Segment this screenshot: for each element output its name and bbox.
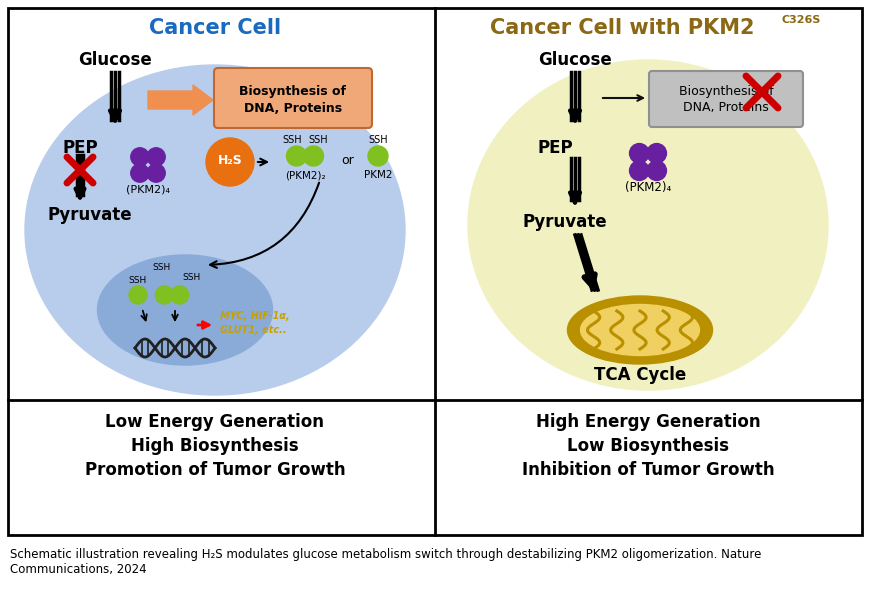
- Circle shape: [368, 146, 388, 166]
- Circle shape: [170, 286, 189, 304]
- Text: PEP: PEP: [536, 139, 572, 157]
- Circle shape: [156, 286, 173, 304]
- Circle shape: [286, 146, 306, 166]
- Circle shape: [147, 148, 165, 166]
- Text: SSH: SSH: [129, 276, 147, 285]
- Ellipse shape: [580, 304, 699, 356]
- Text: or: or: [342, 153, 354, 167]
- Text: C326S: C326S: [781, 15, 820, 25]
- Text: Low Energy Generation: Low Energy Generation: [105, 413, 324, 431]
- Text: SSH: SSH: [308, 135, 328, 145]
- Text: Low Biosynthesis: Low Biosynthesis: [567, 437, 728, 455]
- Text: PEP: PEP: [62, 139, 97, 157]
- Text: Cancer Cell with PKM2: Cancer Cell with PKM2: [489, 18, 753, 38]
- Text: DNA, Proteins: DNA, Proteins: [682, 101, 768, 114]
- Circle shape: [629, 161, 648, 180]
- Circle shape: [147, 164, 165, 182]
- Ellipse shape: [468, 60, 827, 390]
- FancyBboxPatch shape: [648, 71, 802, 127]
- Text: (PKM2)₂: (PKM2)₂: [284, 170, 325, 180]
- Text: (PKM2)₄: (PKM2)₄: [624, 181, 670, 194]
- FancyBboxPatch shape: [8, 8, 861, 535]
- Text: DNA, Proteins: DNA, Proteins: [243, 103, 342, 115]
- Text: Biosynthesis of: Biosynthesis of: [239, 84, 346, 98]
- Circle shape: [130, 164, 149, 182]
- Circle shape: [647, 161, 666, 180]
- Text: Glucose: Glucose: [538, 51, 611, 69]
- Text: Glucose: Glucose: [78, 51, 152, 69]
- FancyArrow shape: [148, 85, 213, 115]
- FancyBboxPatch shape: [214, 68, 372, 128]
- Ellipse shape: [97, 255, 272, 365]
- Text: GLUT1, etc..: GLUT1, etc..: [220, 325, 286, 335]
- Text: Schematic illustration revealing H₂S modulates glucose metabolism switch through: Schematic illustration revealing H₂S mod…: [10, 548, 760, 576]
- Text: Promotion of Tumor Growth: Promotion of Tumor Growth: [84, 461, 345, 479]
- Ellipse shape: [567, 296, 712, 364]
- Circle shape: [130, 148, 149, 166]
- Text: SSH: SSH: [368, 135, 388, 145]
- Text: (PKM2)₄: (PKM2)₄: [126, 185, 169, 195]
- Ellipse shape: [25, 65, 405, 395]
- Text: PKM2: PKM2: [363, 170, 392, 180]
- Circle shape: [129, 286, 147, 304]
- Text: Pyruvate: Pyruvate: [522, 213, 607, 231]
- Text: SSH: SSH: [282, 135, 302, 145]
- Text: SSH: SSH: [153, 263, 171, 272]
- Text: Inhibition of Tumor Growth: Inhibition of Tumor Growth: [521, 461, 773, 479]
- Circle shape: [303, 146, 323, 166]
- Text: H₂S: H₂S: [217, 153, 242, 167]
- Text: Biosynthesis of: Biosynthesis of: [678, 84, 773, 98]
- Text: High Biosynthesis: High Biosynthesis: [131, 437, 298, 455]
- Text: SSH: SSH: [182, 273, 201, 282]
- Circle shape: [647, 144, 666, 163]
- Text: MYC, HIF-1α,: MYC, HIF-1α,: [220, 311, 289, 321]
- Text: TCA Cycle: TCA Cycle: [594, 366, 686, 384]
- Circle shape: [629, 144, 648, 163]
- Circle shape: [206, 138, 254, 186]
- Text: Pyruvate: Pyruvate: [48, 206, 132, 224]
- Text: High Energy Generation: High Energy Generation: [535, 413, 760, 431]
- Text: Cancer Cell: Cancer Cell: [149, 18, 281, 38]
